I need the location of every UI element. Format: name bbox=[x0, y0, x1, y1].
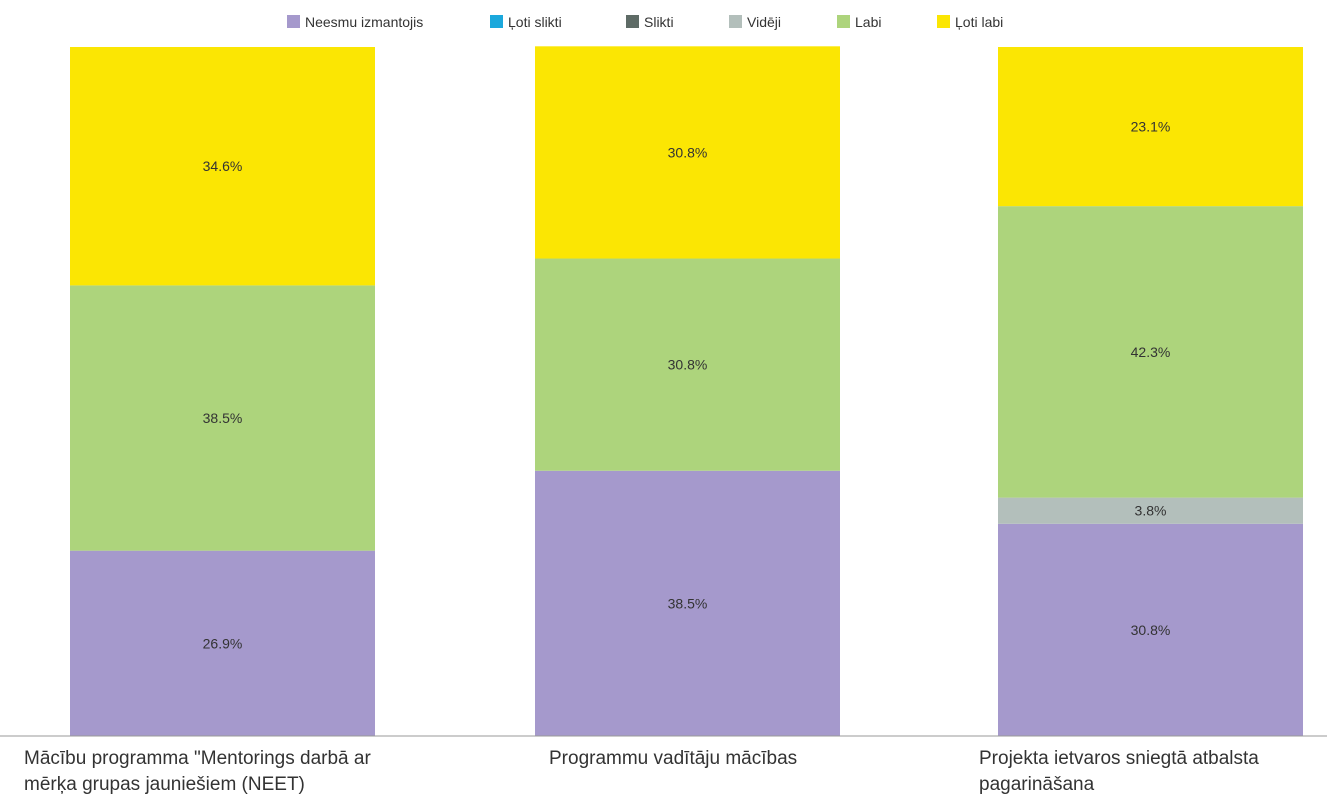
legend-label: Slikti bbox=[644, 14, 674, 30]
bar-segment[interactable] bbox=[998, 206, 1303, 498]
legend-swatch bbox=[287, 15, 300, 28]
legend-item[interactable]: Labi bbox=[837, 14, 881, 30]
legend: Neesmu izmantojis Ļoti slikti Slikti Vidēji… bbox=[287, 14, 1003, 30]
legend-swatch bbox=[837, 15, 850, 28]
bars: 26.9% 38.5% 34.6% 38.5% 30.8% 30.8% 30.8% 3.8% 4… bbox=[70, 46, 1303, 736]
category-label-line: Projekta ietvaros sniegtā atbalsta bbox=[979, 748, 1259, 769]
legend-swatch bbox=[937, 15, 950, 28]
data-label: 23.1% bbox=[1131, 119, 1171, 135]
bar-segment[interactable] bbox=[998, 523, 1303, 736]
data-label: 26.9% bbox=[203, 635, 243, 651]
legend-swatch bbox=[729, 15, 742, 28]
legend-label: Neesmu izmantojis bbox=[305, 14, 423, 30]
legend-item[interactable]: Neesmu izmantojis bbox=[287, 14, 423, 30]
data-label: 30.8% bbox=[1131, 622, 1171, 638]
category-label: Programmu vadītāju mācības bbox=[549, 748, 797, 769]
category-label-line: mērķa grupas jauniešiem (NEET) bbox=[24, 774, 305, 795]
bar-segment[interactable] bbox=[535, 258, 840, 471]
data-label: 30.8% bbox=[668, 357, 708, 373]
legend-item[interactable]: Slikti bbox=[626, 14, 674, 30]
legend-label: Vidēji bbox=[747, 14, 781, 30]
bar-segment[interactable] bbox=[535, 470, 840, 736]
bar-segment[interactable] bbox=[70, 47, 375, 286]
data-label: 42.3% bbox=[1131, 344, 1171, 360]
legend-label: Ļoti slikti bbox=[508, 14, 562, 30]
bar-segment[interactable] bbox=[998, 497, 1303, 524]
category-label-line: pagarināšana bbox=[979, 774, 1095, 795]
legend-item[interactable]: Ļoti slikti bbox=[490, 14, 562, 30]
category-label-line: Mācību programma "Mentorings darbā ar bbox=[24, 748, 371, 769]
data-label: 38.5% bbox=[203, 410, 243, 426]
bar-segment[interactable] bbox=[535, 46, 840, 259]
data-label: 34.6% bbox=[203, 158, 243, 174]
legend-swatch bbox=[490, 15, 503, 28]
data-label: 30.8% bbox=[668, 144, 708, 160]
legend-item[interactable]: Vidēji bbox=[729, 14, 781, 30]
category-label: Projekta ietvaros sniegtā atbalsta pagari… bbox=[979, 748, 1259, 795]
category-label-line: Programmu vadītāju mācības bbox=[549, 748, 797, 769]
data-label: 3.8% bbox=[1135, 503, 1167, 519]
category-label: Mācību programma "Mentorings darbā ar mēr… bbox=[24, 748, 371, 795]
bar-segment[interactable] bbox=[70, 550, 375, 736]
data-label: 38.5% bbox=[668, 595, 708, 611]
legend-swatch bbox=[626, 15, 639, 28]
bar-segment[interactable] bbox=[70, 285, 375, 551]
category-labels: Mācību programma "Mentorings darbā ar mēr… bbox=[24, 748, 1259, 795]
legend-item[interactable]: Ļoti labi bbox=[937, 14, 1003, 30]
bar-segment[interactable] bbox=[998, 47, 1303, 207]
legend-label: Labi bbox=[855, 14, 881, 30]
legend-label: Ļoti labi bbox=[955, 14, 1003, 30]
